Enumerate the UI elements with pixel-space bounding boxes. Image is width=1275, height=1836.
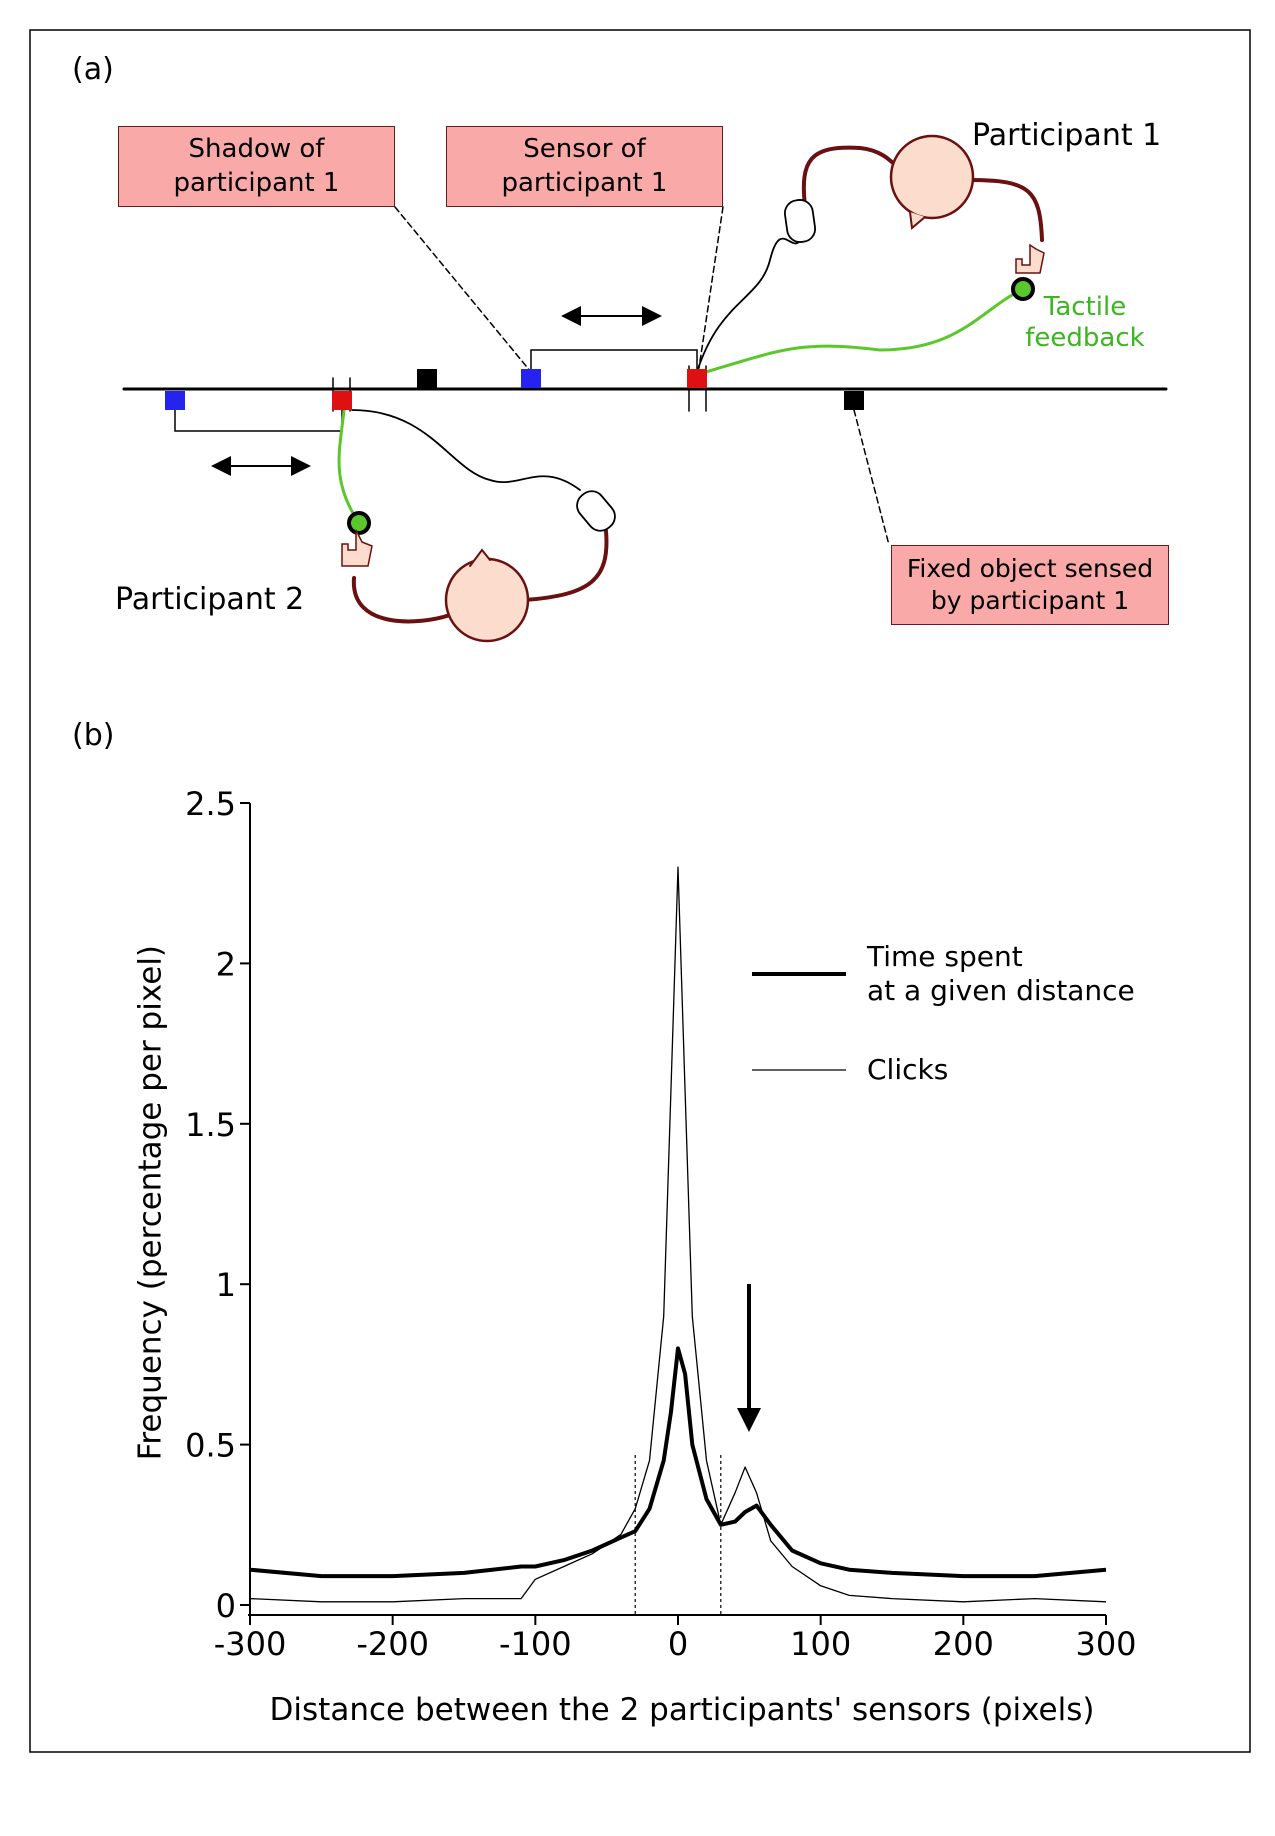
bracket [174, 409, 343, 432]
y-tick-label: 2 [216, 945, 236, 983]
x-axis-label: Distance between the 2 participants' sen… [269, 1692, 1095, 1728]
label-box: Sensor of participant 1 [446, 126, 723, 207]
sensor-square [687, 369, 707, 388]
y-tick-label: 2.5 [185, 785, 236, 823]
bracket [530, 349, 698, 373]
frame [29, 29, 1251, 1753]
head [444, 557, 530, 643]
y-tick-label: 0 [216, 1587, 236, 1625]
participant-label: Participant 2 [115, 582, 305, 617]
legend-label: Clicks [867, 1053, 949, 1086]
x-tick-label: -300 [214, 1625, 287, 1663]
mouse-wire [696, 237, 800, 373]
panel-label: (a) [72, 52, 114, 87]
body-wire [351, 529, 609, 624]
x-tick-label: -200 [356, 1625, 429, 1663]
y-tick-label: 1 [216, 1266, 236, 1304]
x-tick-label: 300 [1075, 1625, 1136, 1663]
x-tick-label: 0 [668, 1625, 688, 1663]
tactile-button [347, 511, 371, 535]
y-tick-label: 1.5 [185, 1106, 236, 1144]
x-tick-label: 200 [933, 1625, 994, 1663]
speech-tail [909, 211, 926, 230]
diagram [122, 134, 1168, 643]
fixed-object [417, 369, 437, 388]
speech-tail [469, 548, 491, 567]
label-box: Fixed object sensed by participant 1 [891, 545, 1169, 625]
x-tick-label: 100 [790, 1625, 851, 1663]
mouse [783, 199, 817, 243]
mouse [576, 490, 616, 532]
participant-label: Participant 1 [972, 118, 1162, 153]
shadow-square [165, 391, 185, 410]
hand [1015, 243, 1045, 274]
x-tick-label: -100 [499, 1625, 572, 1663]
y-tick-label: 0.5 [185, 1427, 236, 1465]
mouse-wire [351, 409, 581, 491]
tactile-button [1011, 277, 1035, 301]
head [889, 134, 975, 220]
label-box: Shadow of participant 1 [118, 126, 395, 207]
fixed-object [844, 391, 864, 410]
body-wire [801, 145, 1044, 242]
pointer [853, 409, 890, 546]
tactile-wire [704, 287, 1025, 374]
panel-label: (b) [72, 718, 115, 753]
series-line [249, 866, 1107, 1603]
sensor-square [332, 391, 352, 410]
series-line [249, 1346, 1107, 1579]
y-axis-label: Frequency (percentage per pixel) [132, 944, 169, 1461]
pointer [698, 206, 724, 369]
pointer [394, 206, 532, 373]
tactile-wire [337, 408, 361, 525]
tactile-label: Tactile feedback [1025, 292, 1145, 354]
legend-label: Time spent at a given distance [867, 940, 1135, 1007]
shadow-square [521, 369, 541, 388]
hand [341, 529, 373, 567]
